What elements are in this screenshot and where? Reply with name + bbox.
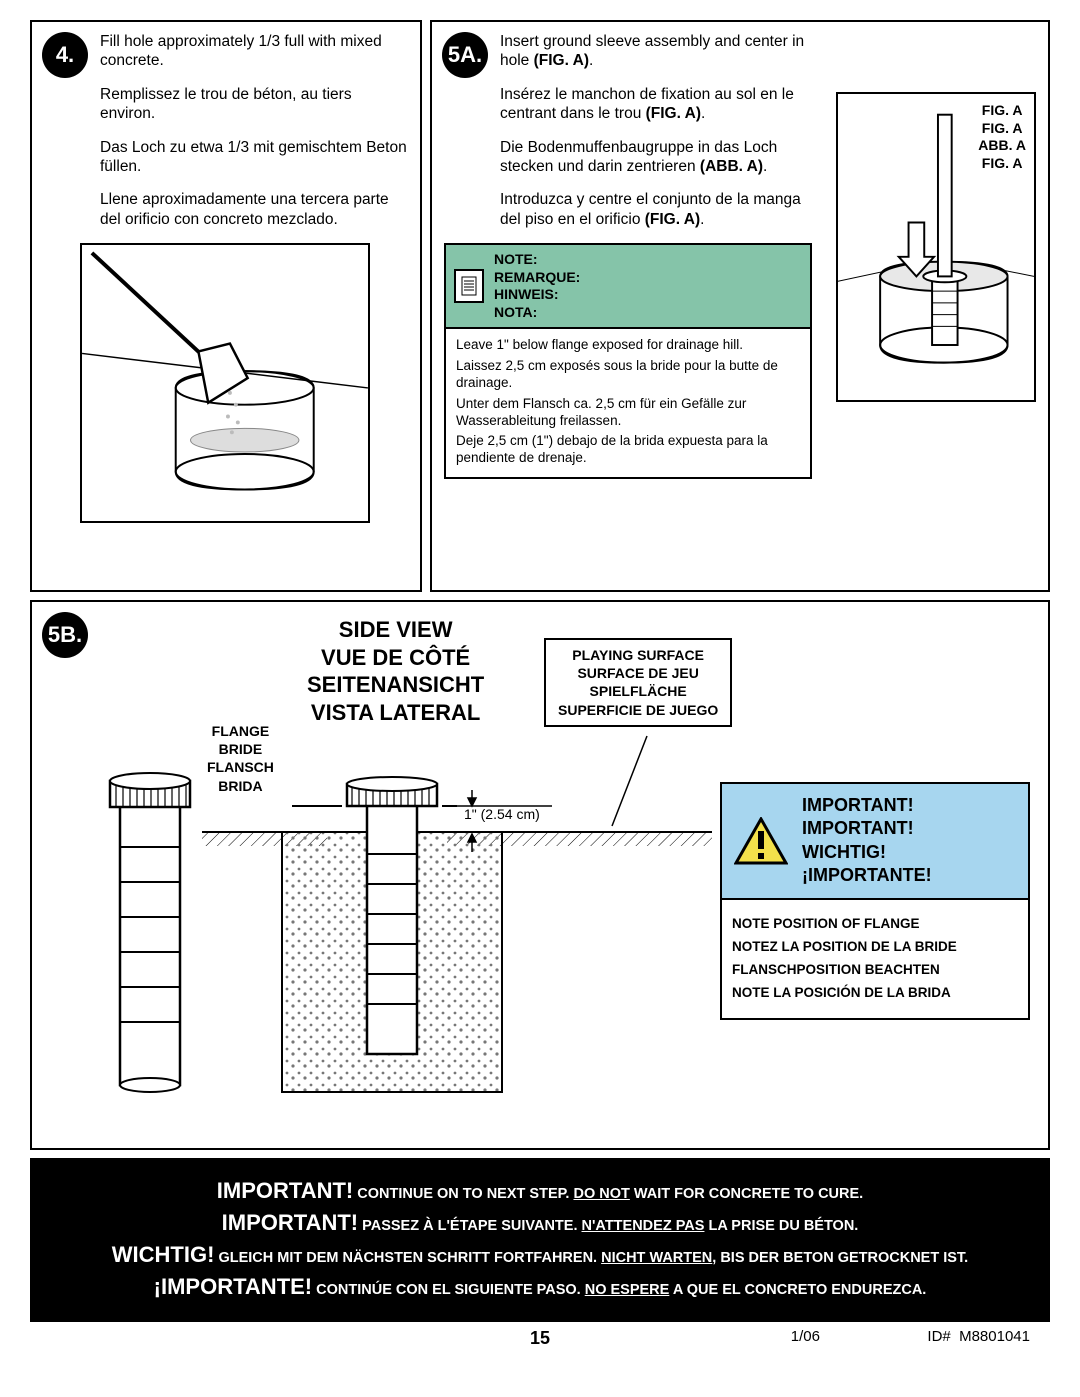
bar-line-2: WICHTIG! GLEICH MIT DEM NÄCHSTEN SCHRITT… <box>48 1242 1032 1268</box>
page-number: 15 <box>30 1328 1050 1349</box>
fig-a-labels: FIG. A FIG. A ABB. A FIG. A <box>978 102 1026 172</box>
step-5a-text: Insert ground sleeve assembly and center… <box>500 32 824 229</box>
imp-body-3: NOTE LA POSICIÓN DE LA BRIDA <box>732 985 1018 1000</box>
step5a-de: Die Bodenmuffenbaugruppe in das Loch ste… <box>500 138 824 177</box>
step-4-panel: 4. Fill hole approximately 1/3 full with… <box>30 20 422 592</box>
step4-fr: Remplissez le trou de béton, au tiers en… <box>100 85 408 124</box>
step4-illustration <box>80 243 370 523</box>
footer-id: ID# M8801041 <box>927 1328 1030 1345</box>
note-de: Unter dem Flansch ca. 2,5 cm für ein Gef… <box>456 396 800 430</box>
note-en: Leave 1" below flange exposed for draina… <box>456 337 800 354</box>
footer-date: 1/06 <box>791 1328 820 1345</box>
important-footer-bar: IMPORTANT! CONTINUE ON TO NEXT STEP. DO … <box>30 1158 1050 1322</box>
note-head-labels: NOTE: REMARQUE: HINWEIS: NOTA: <box>494 251 580 321</box>
page-footer: 15 1/06 ID# M8801041 <box>30 1328 1050 1352</box>
note-es: Deje 2,5 cm (1") debajo de la brida expu… <box>456 433 800 467</box>
important-body: NOTE POSITION OF FLANGE NOTEZ LA POSITIO… <box>722 900 1028 1018</box>
important-head-text: IMPORTANT! IMPORTANT! WICHTIG! ¡IMPORTAN… <box>802 794 932 888</box>
imp-body-0: NOTE POSITION OF FLANGE <box>732 916 1018 931</box>
warning-icon <box>734 817 788 865</box>
important-box: IMPORTANT! IMPORTANT! WICHTIG! ¡IMPORTAN… <box>720 782 1030 1020</box>
step-5b-panel: 5B. SIDE VIEW VUE DE CÔTÉ SEITENANSICHT … <box>30 600 1050 1150</box>
fig-a-illustration: FIG. A FIG. A ABB. A FIG. A <box>836 92 1036 402</box>
imp-body-1: NOTEZ LA POSITION DE LA BRIDE <box>732 939 1018 954</box>
bar-line-0: IMPORTANT! CONTINUE ON TO NEXT STEP. DO … <box>48 1178 1032 1204</box>
step-5a-badge: 5A. <box>442 32 488 78</box>
step-4-text: Fill hole approximately 1/3 full with mi… <box>100 32 408 229</box>
top-row: 4. Fill hole approximately 1/3 full with… <box>30 20 1050 592</box>
side-view-illustration <box>92 722 712 1142</box>
note-fr: Laissez 2,5 cm exposés sous la bride pou… <box>456 358 800 392</box>
note-body: Leave 1" below flange exposed for draina… <box>446 329 810 477</box>
page: 4. Fill hole approximately 1/3 full with… <box>0 0 1080 1397</box>
bar-line-1: IMPORTANT! PASSEZ À L'ÉTAPE SUIVANTE. N'… <box>48 1210 1032 1236</box>
step4-es: Llene aproximadamente una tercera parte … <box>100 190 408 229</box>
step4-de: Das Loch zu etwa 1/3 mit gemischtem Beto… <box>100 138 408 177</box>
note-box: NOTE: REMARQUE: HINWEIS: NOTA: Leave 1" … <box>444 243 812 479</box>
step5a-en: Insert ground sleeve assembly and center… <box>500 32 824 71</box>
scroll-icon <box>454 269 484 303</box>
imp-body-2: FLANSCHPOSITION BEACHTEN <box>732 962 1018 977</box>
step5a-fr: Insérez le manchon de fixation au sol en… <box>500 85 824 124</box>
step-5b-badge: 5B. <box>42 612 88 658</box>
playing-surface-label: PLAYING SURFACE SURFACE DE JEU SPIELFLÄC… <box>544 638 732 727</box>
side-view-title: SIDE VIEW VUE DE CÔTÉ SEITENANSICHT VIST… <box>307 616 484 726</box>
step5a-es: Introduzca y centre el conjunto de la ma… <box>500 190 824 229</box>
step4-en: Fill hole approximately 1/3 full with mi… <box>100 32 408 71</box>
step-4-badge: 4. <box>42 32 88 78</box>
step-5a-panel: 5A. Insert ground sleeve assembly and ce… <box>430 20 1050 592</box>
bar-line-3: ¡IMPORTANTE! CONTINÚE CON EL SIGUIENTE P… <box>48 1274 1032 1300</box>
